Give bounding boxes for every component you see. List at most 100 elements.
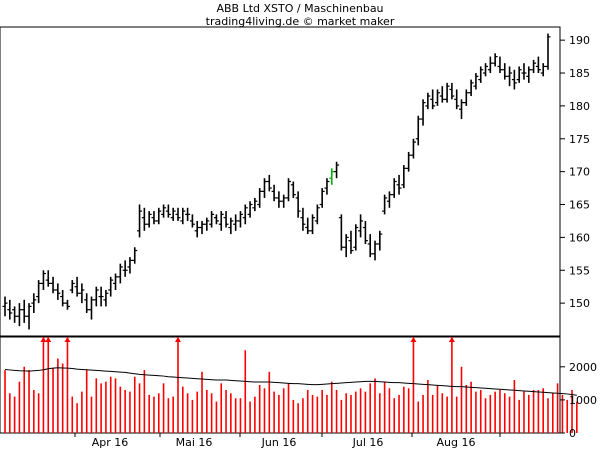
ohlc-bar xyxy=(507,66,513,87)
month-label: Aug 16 xyxy=(437,436,476,449)
ohlc-bar xyxy=(199,220,205,235)
ohlc-bar xyxy=(439,86,445,103)
ohlc-bar xyxy=(266,174,272,192)
ohlc-bar xyxy=(382,194,388,215)
ohlc-bar xyxy=(295,191,301,218)
ohlc-bar xyxy=(113,273,119,290)
ohlc-bar xyxy=(334,161,340,179)
ohlc-bar xyxy=(362,220,368,244)
ohlc-bar xyxy=(194,220,200,238)
ohlc-bar xyxy=(223,211,229,228)
price-tick-label: 170 xyxy=(569,166,590,179)
ohlc-bar xyxy=(228,217,234,235)
month-label: Jun 16 xyxy=(261,436,297,449)
ohlc-bar xyxy=(132,247,138,264)
ohlc-bar xyxy=(454,89,460,110)
ohlc-bar xyxy=(300,207,306,231)
ohlc-bar xyxy=(242,204,248,225)
price-tick-label: 180 xyxy=(569,100,590,113)
ohlc-bar xyxy=(185,207,191,221)
ohlc-bar xyxy=(103,289,109,307)
price-tick-label: 155 xyxy=(569,264,590,277)
ohlc-bar xyxy=(281,194,287,208)
ohlc-bar xyxy=(290,181,296,198)
price-tick-label: 175 xyxy=(569,133,590,146)
ohlc-bar xyxy=(50,276,56,294)
ohlc-bar xyxy=(358,214,364,238)
ohlc-bar xyxy=(165,204,171,218)
ohlc-bar xyxy=(74,276,80,297)
volume-tick-label: 0 xyxy=(569,427,576,440)
ohlc-bar xyxy=(45,270,51,287)
ohlc-bar xyxy=(261,178,267,198)
month-label: Jul 16 xyxy=(352,436,384,449)
ohlc-bar xyxy=(545,33,551,70)
ohlc-bar xyxy=(526,66,532,83)
volume-clip-arrow xyxy=(448,337,455,342)
price-panel-frame xyxy=(0,26,561,337)
ohlc-bar xyxy=(151,211,157,225)
month-label: Mai 16 xyxy=(176,436,213,449)
ohlc-bar xyxy=(487,56,493,74)
ohlc-bar xyxy=(502,63,508,80)
ohlc-bar xyxy=(410,138,416,159)
ohlc-bar xyxy=(444,82,450,103)
ohlc-bar xyxy=(449,82,455,100)
price-tick-label: 190 xyxy=(569,34,590,47)
volume-clip-arrow xyxy=(64,337,71,342)
ohlc-bar xyxy=(386,191,392,208)
ohlc-bar xyxy=(84,293,90,313)
ohlc-bar xyxy=(69,280,75,294)
ohlc-bar xyxy=(122,260,128,277)
ohlc-bar xyxy=(233,214,239,231)
ohlc-bar xyxy=(420,99,426,126)
ohlc-bar xyxy=(7,299,13,320)
ohlc-bar xyxy=(329,168,335,185)
ohlc-bar xyxy=(463,89,469,106)
ohlc-bar xyxy=(189,214,195,228)
ohlc-bar xyxy=(531,59,537,74)
ohlc-bar xyxy=(492,53,498,67)
ohlc-bar xyxy=(521,63,527,80)
ohlc-bar xyxy=(324,178,330,195)
volume-clip-arrow xyxy=(40,337,47,342)
volume-clip-arrow xyxy=(410,337,417,342)
ohlc-bar xyxy=(415,115,421,146)
volume-average-line xyxy=(4,367,577,396)
ohlc-bar xyxy=(117,263,123,284)
ohlc-bar xyxy=(497,56,503,74)
ohlc-bar xyxy=(127,257,133,274)
ohlc-bar xyxy=(434,89,440,106)
price-tick-label: 185 xyxy=(569,67,590,80)
ohlc-bar xyxy=(406,151,412,172)
ohlc-bar xyxy=(377,230,383,251)
ohlc-bar xyxy=(26,303,32,330)
ohlc-bar xyxy=(108,276,114,297)
volume-clip-arrow xyxy=(45,337,52,342)
ohlc-bar xyxy=(40,270,46,290)
ohlc-bar xyxy=(170,207,176,221)
ohlc-bar xyxy=(137,204,143,238)
ohlc-bar xyxy=(141,207,147,231)
ohlc-bar xyxy=(55,283,61,300)
ohlc-bar xyxy=(88,296,94,320)
ohlc-bar xyxy=(276,191,282,208)
ohlc-bar xyxy=(314,204,320,225)
ohlc-bar xyxy=(98,286,104,307)
volume-tick-label: 1000 xyxy=(569,394,597,407)
ohlc-bar xyxy=(218,211,224,231)
volume-clip-arrow xyxy=(174,337,181,342)
price-tick-label: 165 xyxy=(569,199,590,212)
ohlc-bar xyxy=(213,214,219,225)
ohlc-bar xyxy=(180,207,186,225)
ohlc-bar xyxy=(305,217,311,235)
ohlc-bar xyxy=(161,204,167,218)
volume-panel-frame xyxy=(0,336,561,434)
chart-title: ABB Ltd XSTO / Maschinenbau xyxy=(216,2,384,15)
ohlc-bar xyxy=(64,299,70,310)
ohlc-bar xyxy=(391,178,397,198)
price-tick-label: 150 xyxy=(569,297,590,310)
ohlc-bar xyxy=(16,303,22,327)
ohlc-bar xyxy=(425,92,431,110)
